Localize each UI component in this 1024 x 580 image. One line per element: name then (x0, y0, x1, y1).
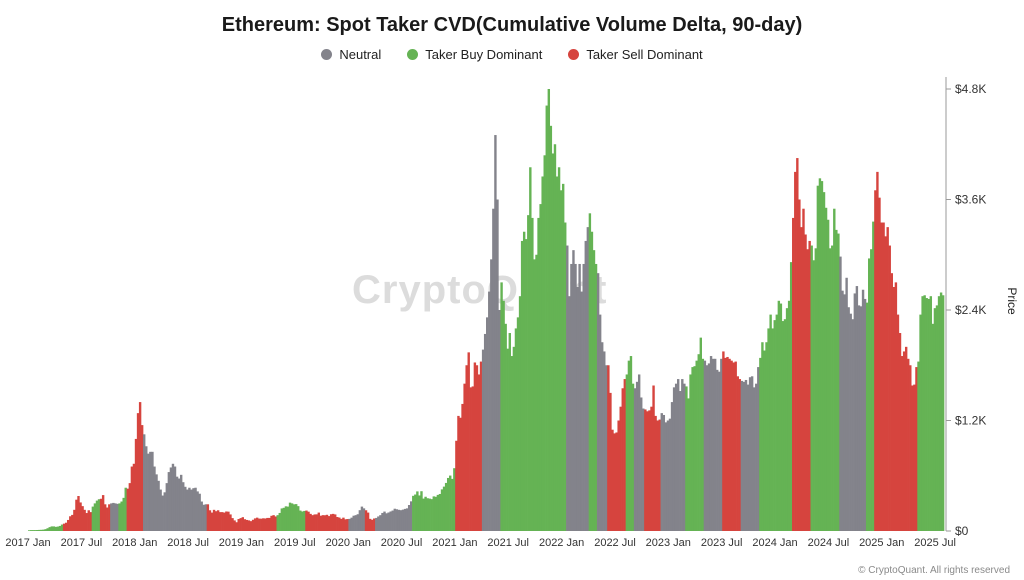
svg-text:2022 Jan: 2022 Jan (539, 537, 584, 549)
svg-text:$2.4K: $2.4K (955, 303, 986, 317)
price-bars (28, 89, 945, 532)
svg-text:2023 Jan: 2023 Jan (646, 537, 691, 549)
svg-text:2023 Jul: 2023 Jul (701, 537, 743, 549)
y-axis-title: Price (1005, 287, 1019, 315)
svg-text:2024 Jan: 2024 Jan (752, 537, 797, 549)
svg-text:2017 Jan: 2017 Jan (5, 537, 50, 549)
legend-item-taker-sell[interactable]: Taker Sell Dominant (568, 46, 703, 62)
chart-header: Ethereum: Spot Taker CVD(Cumulative Volu… (0, 0, 1024, 63)
svg-text:2017 Jul: 2017 Jul (61, 537, 103, 549)
svg-text:$0: $0 (955, 524, 969, 538)
svg-text:2019 Jul: 2019 Jul (274, 537, 316, 549)
x-axis-ticks: 2017 Jan 2017 Jul 2018 Jan 2018 Jul 2019 Jan… (5, 537, 956, 549)
legend-label-taker-sell: Taker Sell Dominant (586, 46, 703, 62)
svg-text:2024 Jul: 2024 Jul (808, 537, 850, 549)
legend-item-taker-buy[interactable]: Taker Buy Dominant (407, 47, 542, 62)
svg-text:2022 Jul: 2022 Jul (594, 537, 636, 549)
svg-text:2021 Jan: 2021 Jan (432, 537, 477, 549)
svg-text:$1.2K: $1.2K (955, 414, 986, 428)
svg-text:2021 Jul: 2021 Jul (487, 537, 529, 549)
svg-text:2018 Jul: 2018 Jul (167, 537, 209, 549)
svg-text:2025 Jan: 2025 Jan (859, 537, 904, 549)
legend-label-neutral: Neutral (339, 46, 382, 62)
svg-text:$3.6K: $3.6K (955, 193, 986, 207)
neutral-dot-icon (321, 48, 333, 60)
chart-legend: Neutral Taker Buy Dominant Taker Sell Do… (0, 45, 1024, 63)
price-chart: CryptoQuant $0$1.2K$2.4K$3.6K$4.8K 2017 … (5, 77, 1019, 549)
copyright-notice: © CryptoQuant. All rights reserved (858, 565, 1010, 576)
svg-text:2019 Jan: 2019 Jan (219, 537, 264, 549)
y-axis-ticks: $0 $1.2K $2.4K $3.6K $4.8K (946, 82, 986, 538)
svg-text:$4.8K: $4.8K (955, 82, 986, 96)
taker-buy-dot-icon (407, 48, 419, 60)
svg-text:2025 Jul: 2025 Jul (914, 537, 956, 549)
svg-text:2018 Jan: 2018 Jan (112, 537, 157, 549)
taker-sell-dot-icon (568, 48, 580, 60)
legend-item-neutral[interactable]: Neutral (321, 47, 381, 62)
chart-title: Ethereum: Spot Taker CVD(Cumulative Volu… (221, 14, 803, 36)
svg-text:2020 Jan: 2020 Jan (326, 537, 371, 549)
svg-text:2020 Jul: 2020 Jul (381, 537, 423, 549)
legend-label-taker-buy: Taker Buy Dominant (425, 46, 543, 62)
